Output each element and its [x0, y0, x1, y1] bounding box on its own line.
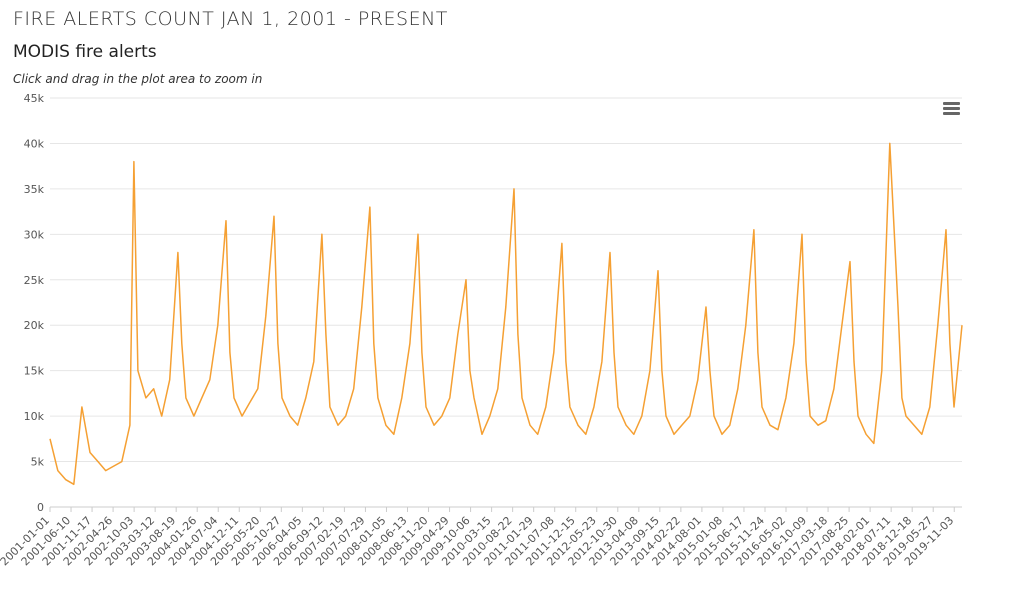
chart-title: MODIS fire alerts: [13, 42, 157, 62]
page-title: FIRE ALERTS COUNT JAN 1, 2001 - PRESENT: [13, 8, 448, 30]
y-tick-label: 0: [37, 501, 44, 514]
y-tick-label: 25k: [24, 274, 45, 287]
series-line-modis: [49, 142, 963, 486]
y-tick-label: 40k: [24, 137, 45, 150]
y-gridlines: [50, 97, 962, 508]
y-tick-label: 15k: [24, 365, 45, 378]
y-tick-label: 5k: [31, 456, 45, 469]
y-tick-label: 45k: [24, 92, 45, 105]
y-axis-tick-labels: 0 5k 10k 15k 20k 25k 30k 35k 40k 45k: [24, 92, 45, 514]
zoom-hint: Click and drag in the plot area to zoom …: [13, 72, 263, 86]
x-axis-tick-labels: 2001-01-012001-06-102001-11-172002-04-26…: [0, 514, 956, 568]
y-tick-label: 30k: [24, 228, 45, 241]
hamburger-menu-icon[interactable]: [943, 102, 960, 115]
x-axis: [49, 507, 955, 512]
y-tick-label: 35k: [24, 183, 45, 196]
y-tick-label: 10k: [24, 410, 45, 423]
y-tick-label: 20k: [24, 319, 45, 332]
